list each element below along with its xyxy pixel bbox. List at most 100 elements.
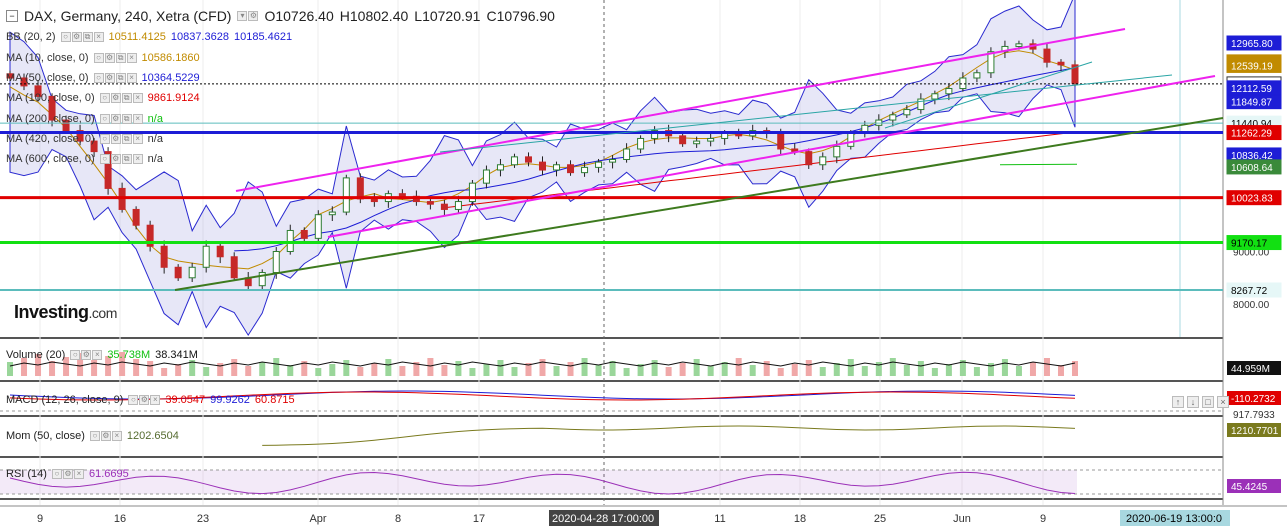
symbol-controls[interactable]: ▾ ⚙ bbox=[237, 11, 259, 21]
candle bbox=[62, 115, 70, 134]
volume-bar bbox=[441, 365, 448, 376]
candle-body bbox=[188, 266, 196, 279]
close-icon[interactable]: × bbox=[132, 93, 143, 103]
copy-icon[interactable]: ⧉ bbox=[82, 32, 93, 42]
pane-down-icon[interactable]: ↓ bbox=[1187, 396, 1199, 408]
volume-bar bbox=[231, 359, 238, 376]
pane-maximize-icon[interactable]: □ bbox=[1202, 396, 1214, 408]
volume-legend[interactable]: Volume (20) ○ ⚙ × 35.738M 38.341M bbox=[6, 349, 198, 361]
copy-icon[interactable]: ⧉ bbox=[115, 53, 126, 63]
indicator-controls[interactable]: ○ ⚙ × bbox=[51, 469, 84, 479]
settings-icon[interactable]: ⚙ bbox=[110, 93, 121, 103]
volume-bar bbox=[1029, 362, 1036, 376]
settings-icon[interactable]: ⚙ bbox=[62, 469, 73, 479]
eye-icon[interactable]: ○ bbox=[93, 73, 104, 83]
indicator-value: 10837.3628 bbox=[170, 31, 229, 43]
rsi-tag: 45.4245 bbox=[1227, 479, 1281, 493]
volume-bar bbox=[945, 364, 952, 376]
close-icon[interactable]: × bbox=[150, 395, 161, 405]
indicator-controls[interactable]: ○ ⚙ × bbox=[70, 350, 103, 360]
indicator-controls[interactable]: ○ ⚙ ⧉ × bbox=[99, 154, 143, 164]
price-tag: 8267.72 bbox=[1226, 282, 1282, 298]
volume-bar bbox=[91, 360, 98, 376]
indicator-legend-5[interactable]: MA (420, close, 0) ○ ⚙ ⧉ × n/a bbox=[6, 133, 163, 145]
close-icon[interactable]: × bbox=[126, 73, 137, 83]
eye-icon[interactable]: ○ bbox=[89, 431, 100, 441]
indicator-controls[interactable]: ○ ⚙ ⧉ × bbox=[93, 73, 137, 83]
indicator-controls[interactable]: ○ ⚙ ⧉ × bbox=[60, 32, 104, 42]
volume-bar bbox=[301, 361, 308, 376]
candle-body bbox=[581, 166, 589, 174]
pane-close-icon[interactable]: × bbox=[1217, 396, 1229, 408]
settings-icon[interactable]: ⚙ bbox=[139, 395, 150, 405]
settings-icon[interactable]: ⚙ bbox=[71, 32, 82, 42]
price-tag-label: 12965.80 bbox=[1231, 39, 1273, 50]
settings-icon[interactable]: ⚙ bbox=[110, 134, 121, 144]
candle-body bbox=[76, 130, 84, 142]
eye-icon[interactable]: ○ bbox=[99, 114, 110, 124]
volume-bar bbox=[511, 367, 518, 376]
eye-icon[interactable]: ○ bbox=[60, 32, 71, 42]
indicator-legend-1[interactable]: MA (10, close, 0) ○ ⚙ ⧉ × 10586.1860 bbox=[6, 52, 200, 64]
eye-icon[interactable]: ○ bbox=[70, 350, 81, 360]
candle bbox=[510, 153, 518, 168]
volume-bar bbox=[371, 363, 378, 376]
copy-icon[interactable]: ⧉ bbox=[121, 114, 132, 124]
close-icon[interactable]: × bbox=[132, 134, 143, 144]
indicator-controls[interactable]: ○ ⚙ ⧉ × bbox=[99, 134, 143, 144]
copy-icon[interactable]: ⧉ bbox=[115, 73, 126, 83]
settings-icon[interactable]: ⚙ bbox=[81, 350, 92, 360]
eye-icon[interactable]: ○ bbox=[99, 134, 110, 144]
copy-icon[interactable]: ⧉ bbox=[121, 154, 132, 164]
eye-icon[interactable]: ○ bbox=[128, 395, 139, 405]
indicator-controls[interactable]: ○ ⚙ × bbox=[89, 431, 122, 441]
volume-bar bbox=[735, 358, 742, 376]
close-icon[interactable]: × bbox=[93, 32, 104, 42]
settings-icon[interactable]: ⚙ bbox=[110, 154, 121, 164]
close-icon[interactable]: × bbox=[126, 53, 137, 63]
pane-up-icon[interactable]: ↑ bbox=[1172, 396, 1184, 408]
indicator-controls[interactable]: ○ ⚙ × bbox=[128, 395, 161, 405]
eye-icon[interactable]: ○ bbox=[99, 93, 110, 103]
macd-legend[interactable]: MACD (12, 26, close, 9) ○ ⚙ × 39.0547 99.9262… bbox=[6, 394, 295, 406]
mom-legend[interactable]: Mom (50, close) ○ ⚙ × 1202.6504 bbox=[6, 430, 179, 442]
copy-icon[interactable]: ⧉ bbox=[121, 134, 132, 144]
eye-icon[interactable]: ○ bbox=[99, 154, 110, 164]
volume-bar bbox=[189, 360, 196, 376]
indicator-controls[interactable]: ○ ⚙ ⧉ × bbox=[99, 114, 143, 124]
indicator-legend-0[interactable]: BB (20, 2) ○ ⚙ ⧉ × 10511.4125 10837.3628 10185.… bbox=[6, 31, 292, 43]
mom-value: 1202.6504 bbox=[126, 430, 179, 442]
eye-icon[interactable]: ○ bbox=[51, 469, 62, 479]
candle bbox=[595, 158, 603, 173]
volume-bar bbox=[623, 368, 630, 376]
price-tag-label: 11849.87 bbox=[1231, 98, 1272, 109]
candle bbox=[174, 264, 182, 281]
settings-icon[interactable]: ⚙ bbox=[100, 431, 111, 441]
settings-icon[interactable]: ⚙ bbox=[104, 73, 115, 83]
close-icon[interactable]: × bbox=[111, 431, 122, 441]
support-trend-line bbox=[174, 117, 1224, 291]
pane-controls[interactable]: ↑ ↓ □ × bbox=[1172, 396, 1229, 408]
close-icon[interactable]: × bbox=[132, 154, 143, 164]
close-icon[interactable]: × bbox=[73, 469, 84, 479]
indicator-controls[interactable]: ○ ⚙ ⧉ × bbox=[93, 53, 137, 63]
settings-icon[interactable]: ⚙ bbox=[104, 53, 115, 63]
close-icon[interactable]: × bbox=[132, 114, 143, 124]
indicator-legend-6[interactable]: MA (600, close, 0) ○ ⚙ ⧉ × n/a bbox=[6, 153, 163, 165]
collapse-icon[interactable]: − bbox=[6, 10, 18, 22]
candle bbox=[286, 224, 294, 255]
close-icon[interactable]: × bbox=[92, 350, 103, 360]
indicator-controls[interactable]: ○ ⚙ ⧉ × bbox=[99, 93, 143, 103]
price-tag-label: 8267.72 bbox=[1231, 286, 1268, 297]
candle bbox=[300, 227, 308, 243]
copy-icon[interactable]: ⧉ bbox=[121, 93, 132, 103]
indicator-legend-4[interactable]: MA (200, close, 0) ○ ⚙ ⧉ × n/a bbox=[6, 113, 163, 125]
candle-body bbox=[34, 85, 42, 97]
rsi-legend[interactable]: RSI (14) ○ ⚙ × 61.6695 bbox=[6, 468, 129, 480]
eye-icon[interactable]: ○ bbox=[93, 53, 104, 63]
settings-icon[interactable]: ⚙ bbox=[110, 114, 121, 124]
candle bbox=[160, 240, 168, 274]
indicator-legend-3[interactable]: MA (100, close, 0) ○ ⚙ ⧉ × 9861.9124 bbox=[6, 92, 200, 104]
indicator-legend-2[interactable]: MA (50, close, 0) ○ ⚙ ⧉ × 10364.5229 bbox=[6, 72, 200, 84]
